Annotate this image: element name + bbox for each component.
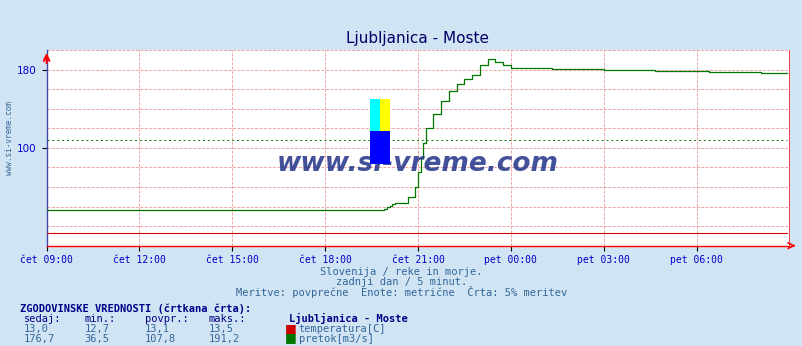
- Text: ■: ■: [285, 331, 297, 345]
- Text: Slovenija / reke in morje.: Slovenija / reke in morje.: [320, 267, 482, 277]
- Text: 13,1: 13,1: [144, 324, 169, 334]
- Bar: [369, 99, 379, 164]
- Text: ■: ■: [285, 322, 297, 335]
- Text: www.si-vreme.com: www.si-vreme.com: [277, 151, 558, 176]
- Text: sedaj:: sedaj:: [24, 315, 62, 325]
- Text: temperatura[C]: temperatura[C]: [298, 324, 386, 334]
- Text: povpr.:: povpr.:: [144, 315, 188, 325]
- Text: 191,2: 191,2: [209, 334, 240, 344]
- Text: min.:: min.:: [84, 315, 115, 325]
- Bar: [369, 99, 390, 164]
- Title: Ljubljanica - Moste: Ljubljanica - Moste: [346, 31, 489, 46]
- Text: Ljubljanica - Moste: Ljubljanica - Moste: [289, 313, 407, 325]
- Text: 12,7: 12,7: [84, 324, 109, 334]
- Text: 107,8: 107,8: [144, 334, 176, 344]
- Bar: [369, 131, 390, 164]
- Text: ZGODOVINSKE VREDNOSTI (črtkana črta):: ZGODOVINSKE VREDNOSTI (črtkana črta):: [20, 303, 251, 314]
- Text: www.si-vreme.com: www.si-vreme.com: [5, 101, 14, 175]
- Text: 13,5: 13,5: [209, 324, 233, 334]
- Text: 13,0: 13,0: [24, 324, 49, 334]
- Text: Meritve: povprečne  Enote: metrične  Črta: 5% meritev: Meritve: povprečne Enote: metrične Črta:…: [236, 286, 566, 298]
- Text: 36,5: 36,5: [84, 334, 109, 344]
- Text: pretok[m3/s]: pretok[m3/s]: [298, 334, 373, 344]
- Text: maks.:: maks.:: [209, 315, 246, 325]
- Text: zadnji dan / 5 minut.: zadnji dan / 5 minut.: [335, 277, 467, 288]
- Text: 176,7: 176,7: [24, 334, 55, 344]
